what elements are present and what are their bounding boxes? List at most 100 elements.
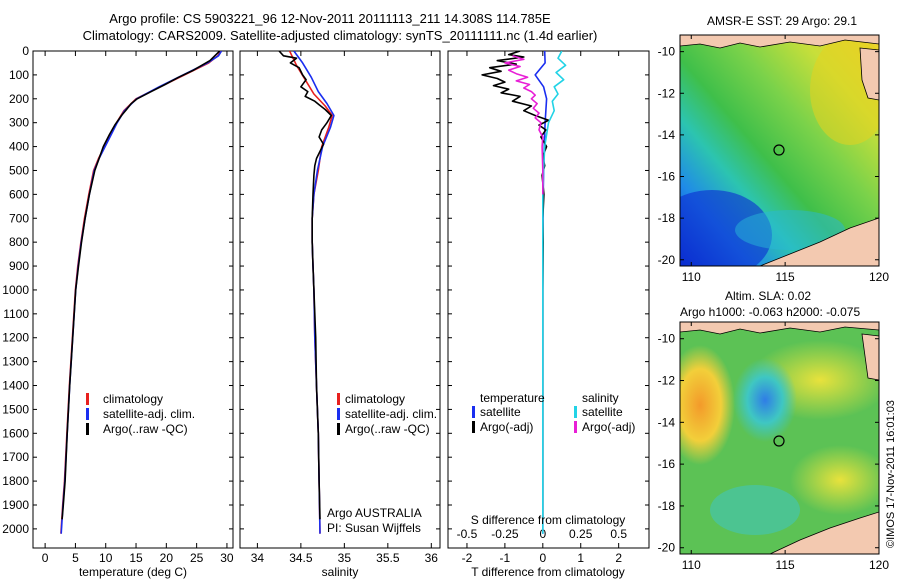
series-line-argo-raw-qc- (61, 51, 221, 520)
land-indonesia (680, 35, 879, 49)
map-x-tick-label: 110 (682, 270, 701, 284)
sla-map-subtitle: Argo h1000: -0.063 h2000: -0.075 (680, 305, 860, 319)
y-tick-label: 1100 (3, 307, 29, 321)
s-tick-label: 0.25 (569, 527, 593, 541)
y-tick-label: 1300 (2, 355, 29, 369)
temperature-panel-frame (32, 50, 234, 549)
x-tick-label: 35 (338, 551, 352, 565)
map-x-tick-label: 115 (776, 270, 795, 284)
salinity-legend: climatology satellite-adj. clim. Argo(..… (337, 392, 437, 436)
legend-swatch-s-satellite (574, 406, 577, 418)
sst-map-frame (679, 34, 880, 267)
map-x-tick-label: 120 (869, 558, 889, 572)
series-line-argo-raw-qc- (278, 51, 333, 520)
legend-label-t-satellite: satellite (480, 405, 521, 419)
x-tick-label: 0 (42, 551, 49, 565)
temperature-legend: climatology satellite-adj. clim. Argo(..… (86, 392, 195, 436)
figure-title-line1: Argo profile: CS 5903221_96 12-Nov-2011 … (109, 11, 551, 26)
sla-map-ticks: 110 115 120 -10 -12 -14 -16 -18 -20 (658, 322, 889, 572)
map-x-tick-label: 120 (869, 270, 889, 284)
legend-swatch-argo (86, 423, 89, 435)
sla-blue-anomaly (733, 358, 797, 442)
temperature-xlabel: temperature (deg C) (79, 565, 187, 579)
x-tick-label: 34.5 (289, 551, 313, 565)
y-tick-label: 200 (9, 92, 29, 106)
y-tick-label: 100 (9, 68, 29, 82)
sla-cyan-patch (710, 485, 800, 535)
sla-yellow-patch (790, 445, 879, 515)
map-y-tick-label: -10 (658, 332, 676, 346)
map-y-tick-label: -20 (658, 541, 676, 555)
salinity-panel-frame (239, 50, 441, 549)
difference-xlabel-s: S difference from climatology (471, 513, 626, 527)
sst-cyan-patch (735, 210, 845, 250)
x-tick-label: -1 (500, 551, 511, 565)
legend-label-satellite-adj: satellite-adj. clim. (103, 407, 195, 421)
x-tick-label: 25 (190, 551, 204, 565)
series-line-salinity-argo-adj- (504, 55, 544, 195)
s-tick-label: 0 (539, 527, 546, 541)
y-tick-label: 500 (9, 163, 29, 177)
s-tick-label: 0.5 (610, 527, 627, 541)
legend-label-argo: Argo(..raw -QC) (345, 422, 430, 436)
sla-orange-patch (680, 345, 735, 465)
imos-timestamp: ©IMOS 17-Nov-2011 16:01:03 (885, 400, 897, 548)
y-tick-label: 1700 (2, 450, 29, 464)
y-tick-label: 2000 (2, 522, 29, 536)
y-tick-label: 1800 (2, 474, 29, 488)
map-x-tick-label: 110 (682, 558, 701, 572)
map-y-tick-label: -16 (658, 170, 676, 184)
difference-panel-frame (447, 50, 650, 549)
land-australia (769, 511, 879, 554)
difference-salinity-legend: salinity satellite Argo(-adj) (574, 391, 635, 434)
y-tick-label: 1000 (2, 283, 29, 297)
y-tick-label: 800 (9, 235, 29, 249)
x-tick-label: 5 (72, 551, 79, 565)
x-tick-label: 20 (160, 551, 174, 565)
s-tick-label: -0.25 (491, 527, 519, 541)
salinity-xlabel: salinity (322, 565, 359, 579)
map-y-tick-label: -16 (658, 457, 676, 471)
legend-swatch-t-argo (472, 421, 475, 433)
x-tick-label: 1 (577, 551, 584, 565)
s-tick-label: -0.5 (457, 527, 478, 541)
sst-map (680, 35, 879, 266)
map-y-tick-label: -12 (658, 86, 676, 100)
argo-position-marker-sla (773, 435, 785, 447)
map-y-tick-label: -10 (658, 45, 676, 59)
legend-swatch-climatology (86, 393, 89, 405)
map-y-tick-label: -18 (658, 499, 676, 513)
map-y-tick-label: -14 (658, 415, 676, 429)
x-tick-label: 2 (615, 551, 622, 565)
legend-swatch-t-satellite (472, 406, 475, 418)
map-y-tick-label: -14 (658, 128, 676, 142)
axis-ticks: 0 5 10 15 20 25 30 34 34.5 35 35.5 36 -2 -1 0 1 20100200… (2, 44, 649, 565)
y-tick-label: 1200 (2, 331, 29, 345)
y-tick-label: 0 (22, 44, 29, 58)
land-sumba (861, 333, 879, 381)
x-tick-label: 34 (251, 551, 265, 565)
legend-label-s-satellite: satellite (582, 405, 623, 419)
sst-map-ticks: 110 115 120 -10 -12 -14 -16 -18 -20 (658, 35, 889, 284)
series-line-salinity-satellite (541, 51, 567, 534)
y-tick-label: 600 (9, 187, 29, 201)
profile-lines (60, 51, 567, 534)
x-tick-label: 15 (129, 551, 143, 565)
sla-map-frame (679, 321, 880, 555)
y-tick-label: 400 (9, 140, 29, 154)
map-y-tick-label: -12 (658, 374, 676, 388)
x-tick-label: 35.5 (376, 551, 400, 565)
y-tick-label: 900 (9, 259, 29, 273)
legend-label-climatology: climatology (345, 392, 405, 406)
sst-cool-patch (680, 190, 772, 266)
difference-xlabel-t: T difference from climatology (471, 565, 625, 579)
legend-swatch-s-argo (574, 421, 577, 433)
legend-label-climatology: climatology (103, 392, 163, 406)
map-y-tick-label: -18 (658, 211, 676, 225)
land-sumba (859, 47, 879, 101)
sla-map (680, 322, 879, 554)
legend-swatch-satellite-adj (337, 408, 340, 420)
legend-swatch-satellite-adj (86, 408, 89, 420)
argo-program-label: Argo AUSTRALIA (327, 506, 422, 520)
